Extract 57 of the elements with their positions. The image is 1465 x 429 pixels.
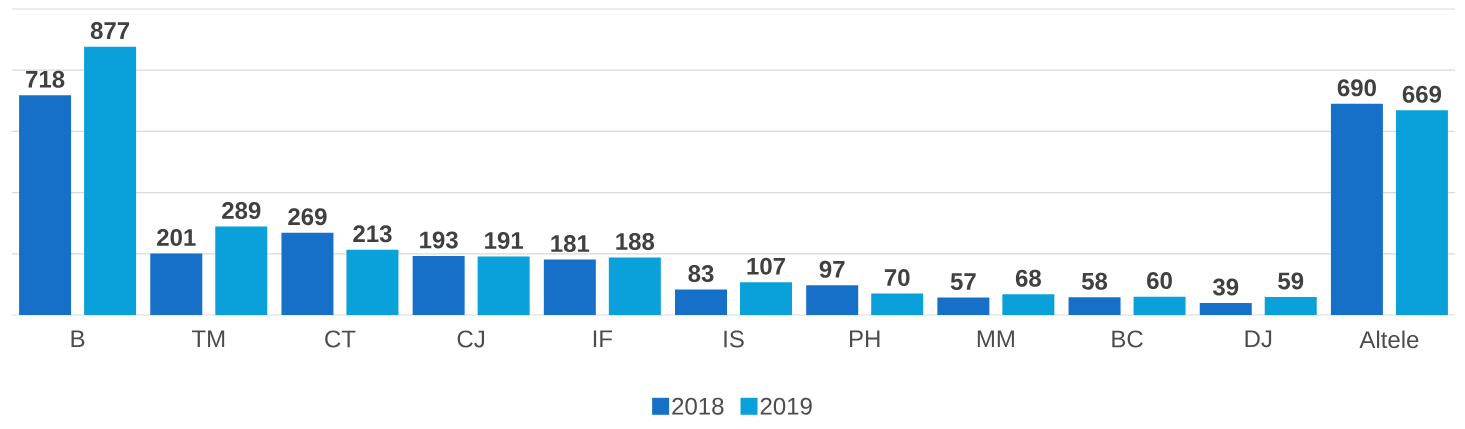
x-tick-label: Altele [1359,330,1419,349]
data-label: 213 [353,225,392,243]
data-label: 59 [1278,272,1304,290]
x-tick-label: B [71,330,85,348]
bar [937,297,990,315]
legend-label: 2019 [760,397,812,415]
bar [19,95,72,315]
legend-label: 2018 [672,397,724,415]
data-label: 97 [819,260,845,278]
x-tick-label: MM [977,330,1014,348]
data-label: 107 [747,257,785,275]
x-tick-label: PH [849,330,880,348]
bar [84,46,137,315]
bar [543,259,596,315]
data-label: 188 [616,232,655,250]
bar [806,285,859,315]
bar [675,289,727,315]
bar [1330,103,1383,315]
data-label: 191 [485,232,523,250]
data-label: 718 [26,70,65,88]
x-tick-label: BC [1112,330,1143,348]
data-label: 70 [884,269,910,287]
data-label: 57 [950,273,976,291]
data-label: 58 [1081,272,1108,290]
bar [412,255,465,315]
data-label: 193 [420,231,458,249]
bar [740,282,792,315]
x-tick-label: TM [191,330,225,348]
data-label: 877 [90,22,130,40]
x-tick-label: IF [593,330,613,348]
bar [1395,110,1448,315]
data-label: 83 [688,265,714,283]
bar [215,226,268,315]
bar [1264,296,1317,315]
data-label: 60 [1147,272,1172,290]
x-tick-label: IS [724,330,744,348]
bar [477,256,530,315]
data-label: 39 [1212,278,1239,296]
data-label: 201 [157,228,196,246]
bar [1199,303,1252,315]
x-tick-label: CT [325,330,356,348]
data-label: 68 [1015,269,1041,287]
bar [1002,294,1055,315]
bar [608,257,661,315]
data-label: 269 [288,208,327,226]
bar [150,253,203,315]
data-label: 669 [1402,85,1442,103]
bar [871,293,924,315]
bar [1068,297,1121,315]
data-label: 181 [551,235,590,253]
x-tick-label: DJ [1245,330,1272,348]
x-tick-label: CJ [457,330,485,348]
bar [346,249,399,315]
data-label: 289 [222,202,261,220]
bar [281,232,334,315]
data-label: 690 [1337,79,1376,97]
bar [1133,296,1186,315]
